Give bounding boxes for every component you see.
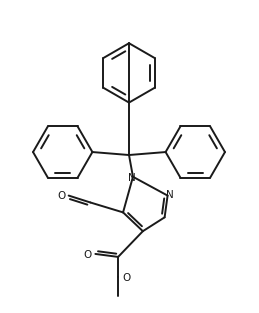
Text: O: O <box>122 273 130 283</box>
Text: N: N <box>166 190 174 200</box>
Text: O: O <box>57 191 66 201</box>
Text: O: O <box>83 250 92 260</box>
Text: N: N <box>128 173 136 183</box>
